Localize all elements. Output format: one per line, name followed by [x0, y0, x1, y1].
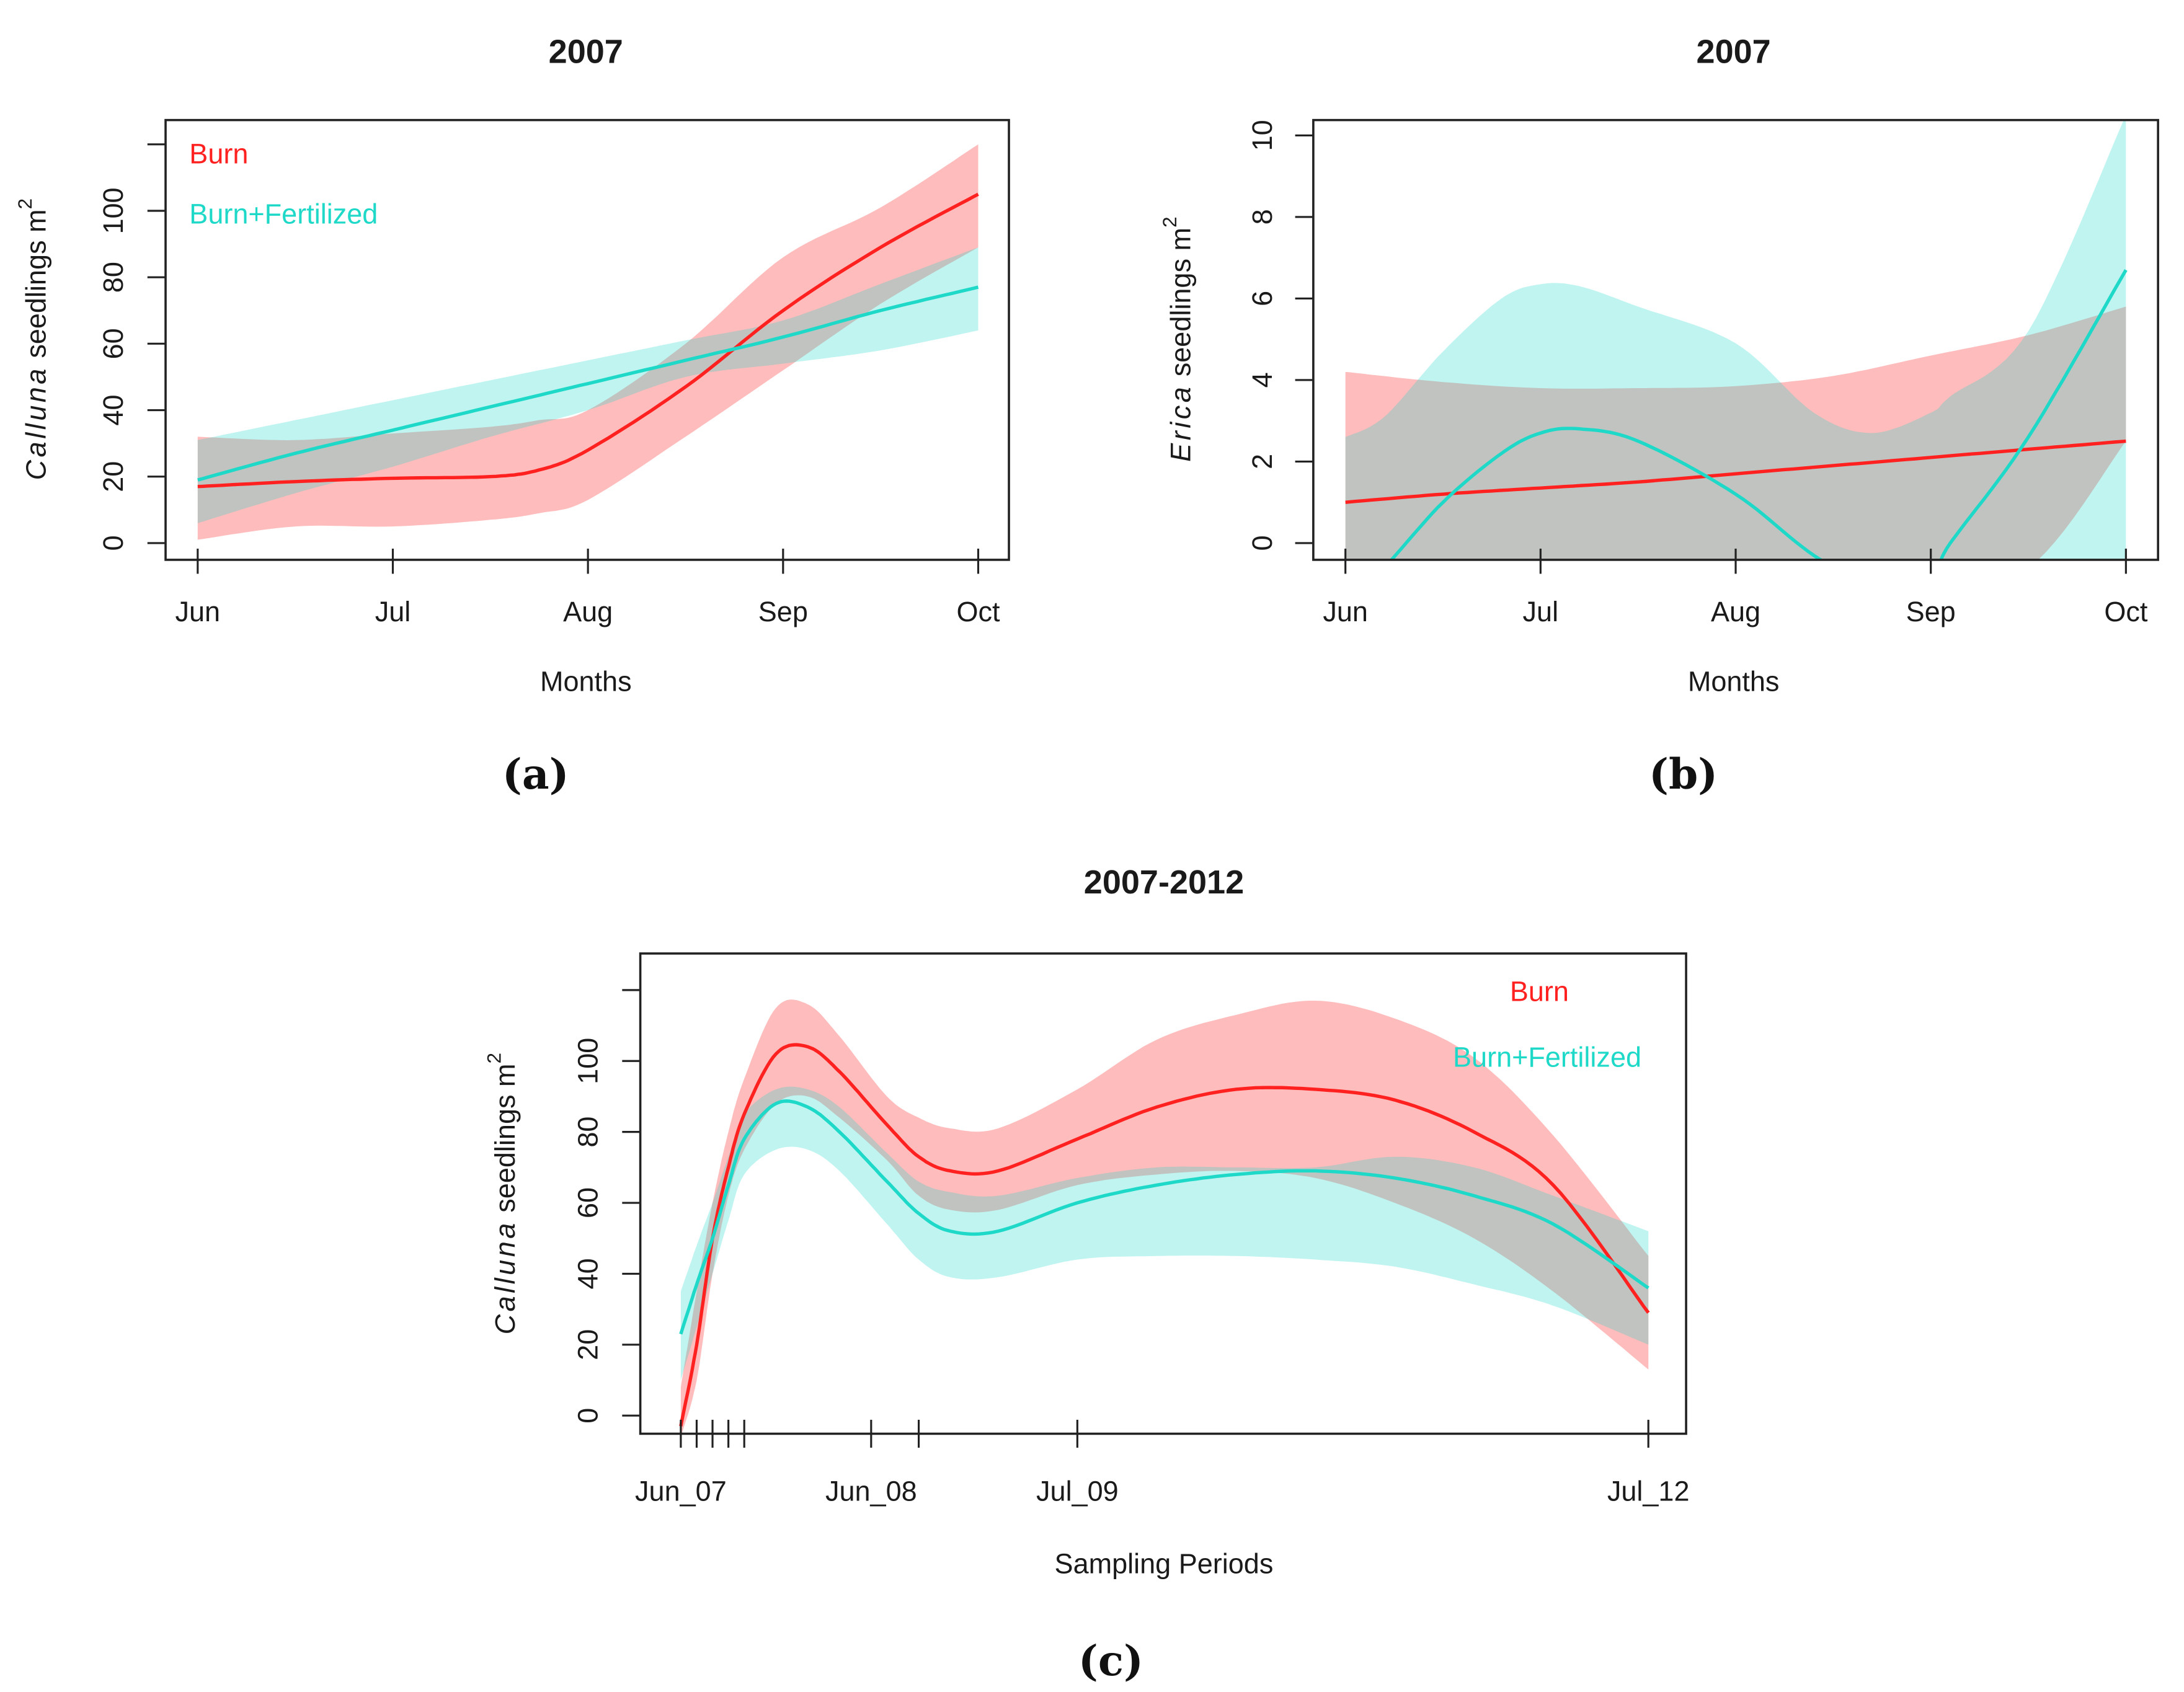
x-tick-label: Jul: [375, 596, 411, 627]
y-axis-label: Erica seedlings m2: [1158, 216, 1197, 461]
x-tick-label: Sep: [1906, 596, 1956, 627]
x-tick-label: Jul_09: [1036, 1476, 1119, 1507]
y-tick-label: 2: [1246, 454, 1278, 469]
x-axis-label: Sampling Periods: [1055, 1548, 1274, 1580]
mean-line-burn-fertilized: [679, 1099, 1649, 1335]
chart-panel-c: 0 20 40 60 80 100 Jun_07 Jun_08 Jul_09 Jul_12 2007…: [482, 864, 1689, 1685]
x-tick-label: Jun: [1323, 596, 1368, 627]
y-tick-label: 10: [1246, 120, 1278, 151]
confidence-band-burn-fertilized: [1345, 120, 2126, 560]
x-tick-label: Aug: [1711, 596, 1760, 627]
plot-area: [197, 144, 979, 540]
mean-line-burn-fertilized: [197, 285, 979, 482]
plot-frame: [639, 952, 1687, 1435]
plot-area: [679, 999, 1650, 1434]
confidence-band-burn-fertilized: [680, 1086, 1649, 1380]
confidence-band-burn: [680, 999, 1649, 1434]
x-axis-label: Months: [540, 666, 632, 698]
y-tick-label: 0: [1246, 535, 1278, 551]
x-axis-label: Months: [1688, 666, 1780, 698]
y-tick-label: 20: [97, 461, 129, 492]
y-tick-label: 80: [572, 1117, 603, 1148]
y-axis-genus: Calluna: [489, 1220, 521, 1334]
y-axis-label: Calluna seedlings m2: [482, 1053, 521, 1334]
x-tick-label: Jun_07: [635, 1476, 727, 1507]
y-axis-superscript: 2: [1158, 216, 1181, 228]
y-tick-label: 20: [572, 1329, 603, 1360]
legend-burn: Burn: [189, 138, 248, 169]
chart-title: 2007: [1697, 33, 1771, 70]
mean-line-burn: [197, 192, 979, 489]
y-tick-label: 100: [572, 1038, 603, 1084]
x-tick-label: Aug: [563, 596, 613, 627]
mean-line-burn: [679, 1043, 1650, 1427]
y-tick-label: 80: [97, 262, 129, 293]
x-tick-label: Jul_12: [1607, 1476, 1690, 1507]
y-axis-genus: Calluna: [20, 366, 51, 480]
y-axis-superscript: 2: [482, 1053, 505, 1064]
y-axis-superscript: 2: [14, 198, 36, 210]
legend-burn-fertilized: Burn+Fertilized: [189, 198, 378, 229]
chart-title: 2007: [549, 33, 623, 70]
mean-line-burn-fertilized: [1389, 269, 2128, 560]
y-tick-label: 6: [1246, 291, 1278, 306]
y-tick-label: 4: [1246, 372, 1278, 388]
panel-label: (a): [502, 750, 569, 799]
y-axis-unit: seedlings m: [1165, 228, 1197, 384]
y-tick-label: 0: [572, 1408, 603, 1424]
y-tick-label: 60: [572, 1187, 603, 1218]
legend-burn: Burn: [1510, 975, 1569, 1007]
x-tick-label: Sep: [758, 596, 808, 627]
confidence-band-burn: [197, 144, 979, 540]
chart-panel-a: 0 20 40 60 80 100 Jun Jul Aug Sep Oct 2007 Months Cal…: [14, 33, 1010, 799]
x-tick-label: Jul: [1523, 596, 1559, 627]
y-tick-label: 40: [97, 394, 129, 425]
legend-burn-fertilized: Burn+Fertilized: [1453, 1041, 1641, 1073]
y-tick-label: 0: [97, 535, 129, 551]
y-tick-label: 60: [97, 328, 129, 359]
mean-line-burn: [1345, 439, 2126, 504]
y-tick-label: 8: [1246, 209, 1278, 224]
x-tick-label: Jun_08: [825, 1476, 917, 1507]
panel-label: (c): [1078, 1636, 1143, 1685]
y-tick-label: 100: [97, 187, 129, 234]
plot-area: [1345, 120, 2128, 560]
y-axis-genus: Erica: [1165, 384, 1197, 462]
y-tick-label: 40: [572, 1258, 603, 1289]
chart-panel-b: 0 2 4 6 8 10 Jun Jul Aug Sep Oct 2007 Months Erica se…: [1158, 33, 2159, 799]
y-axis-unit: seedlings m: [20, 209, 51, 366]
x-tick-label: Oct: [956, 596, 1000, 627]
y-axis-unit: seedlings m: [489, 1063, 521, 1220]
x-tick-label: Oct: [2104, 596, 2148, 627]
panel-label: (b): [1649, 750, 1718, 799]
confidence-band-burn: [1345, 306, 2126, 560]
x-tick-label: Jun: [175, 596, 221, 627]
y-axis-label: Calluna seedlings m2: [14, 198, 52, 480]
chart-title: 2007-2012: [1084, 864, 1244, 901]
